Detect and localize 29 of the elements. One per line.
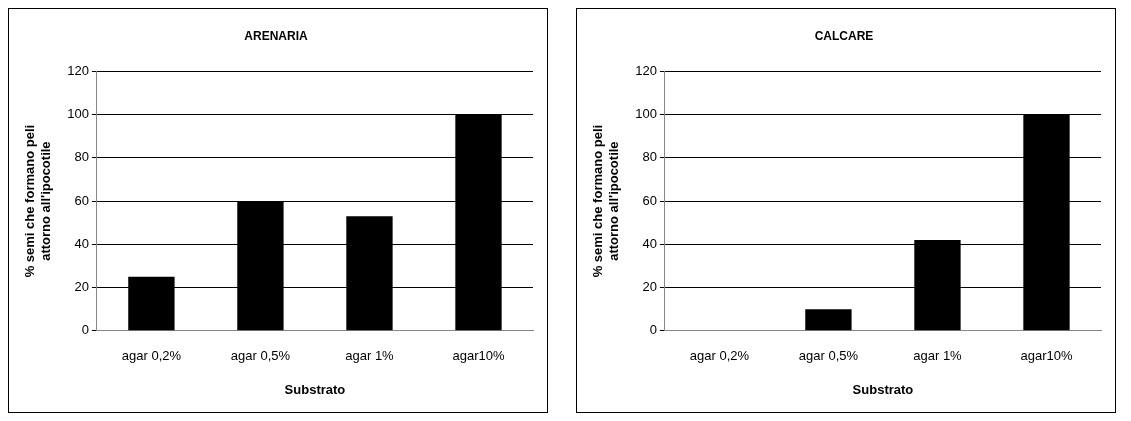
y-axis-title: % semi che formano peli attorno all'ipocotile xyxy=(590,124,621,278)
y-tick-label: 20 xyxy=(642,279,657,295)
y-tick-label: 100 xyxy=(635,106,657,122)
bar xyxy=(805,309,852,331)
y-tick-label: 120 xyxy=(67,62,89,78)
x-axis-title: Substrato xyxy=(852,381,914,397)
y-tick-label: 80 xyxy=(642,149,657,165)
x-tick-label: agar 0,5% xyxy=(798,348,859,364)
x-tick-label: agar 0,5% xyxy=(230,348,291,364)
x-tick-label: agar 1% xyxy=(913,348,963,364)
y-tick-label: 40 xyxy=(74,235,89,251)
x-tick-label: agar10% xyxy=(1020,348,1073,364)
y-tick-label: 80 xyxy=(74,149,89,165)
x-tick-label: agar 0,2% xyxy=(121,348,182,364)
y-tick-label: 0 xyxy=(81,322,89,338)
y-tick-label: 0 xyxy=(649,322,657,338)
y-tick-label: 20 xyxy=(74,279,89,295)
y-tick-label: 120 xyxy=(635,62,657,78)
x-tick-label: agar 1% xyxy=(345,348,395,364)
x-tick-label: agar 0,2% xyxy=(689,348,750,364)
y-axis-title: % semi che formano peli attorno all'ipocotile xyxy=(22,124,53,278)
chart-title: ARENARIA xyxy=(244,28,308,43)
y-tick-label: 60 xyxy=(74,192,89,208)
x-axis-title: Substrato xyxy=(284,381,346,397)
y-tick-label: 60 xyxy=(642,192,657,208)
x-tick-label: agar10% xyxy=(452,348,505,364)
chart-title: CALCARE xyxy=(814,28,874,43)
y-tick-label: 100 xyxy=(67,106,89,122)
y-tick-label: 40 xyxy=(642,235,657,251)
